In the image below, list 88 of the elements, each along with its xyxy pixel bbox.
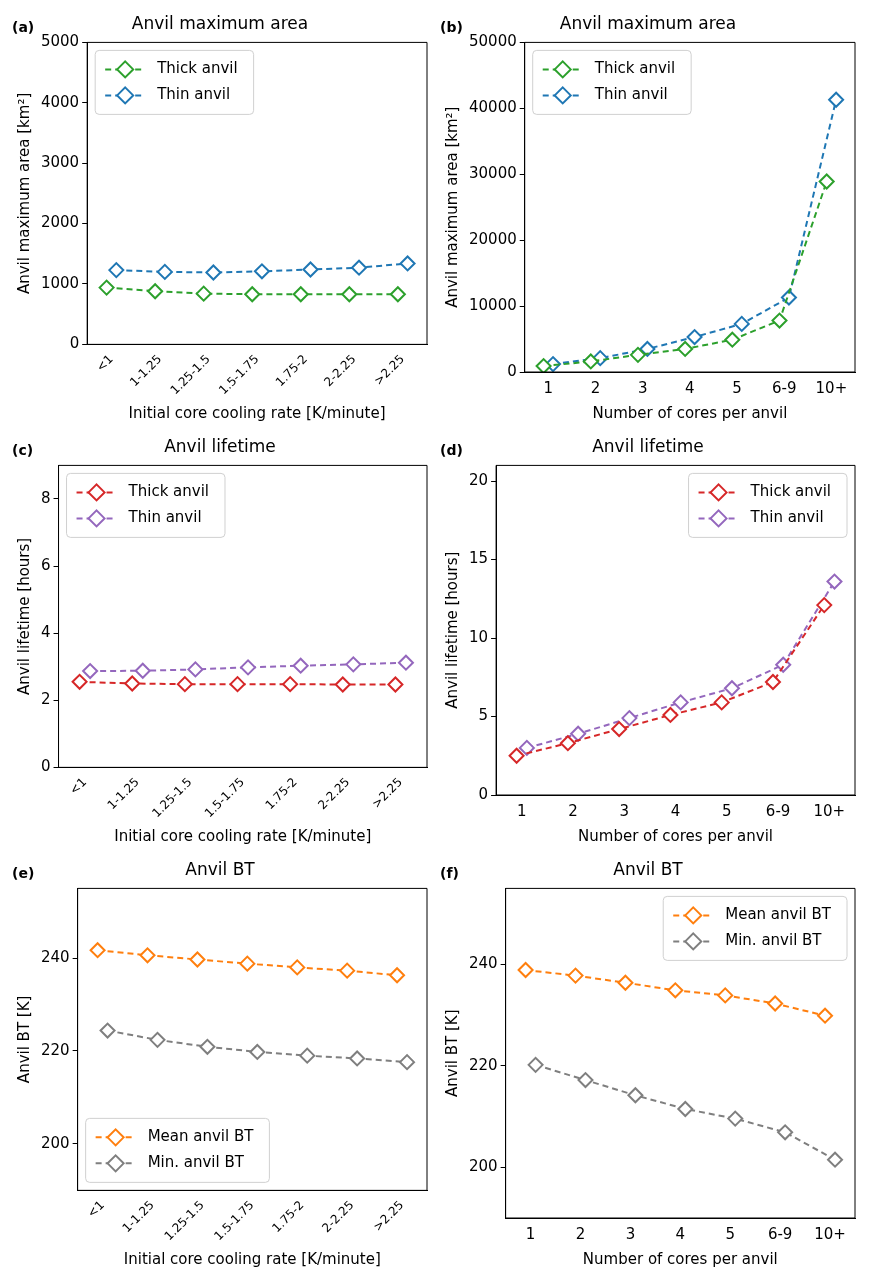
x-axis-title: Initial core cooling rate [K/minute] — [128, 403, 386, 422]
x-tick-label: 10+ — [813, 801, 846, 820]
x-tick-label: 5 — [732, 378, 742, 397]
y-tick-label: 0 — [478, 784, 489, 803]
y-tick-label: 20 — [468, 470, 489, 489]
y-axis-title: Anvil maximum area [km²] — [442, 106, 461, 308]
y-tick-label: 5 — [478, 706, 489, 725]
y-axis-title: Anvil lifetime [hours] — [14, 537, 33, 695]
y-tick-label: 0 — [507, 361, 517, 380]
x-tick-label: 5 — [725, 1224, 735, 1243]
legend-label: Thick anvil — [593, 59, 676, 78]
y-tick-label: 1000 — [40, 273, 80, 292]
x-tick-label: <1 — [66, 774, 90, 798]
text: (f) — [440, 864, 459, 881]
x-tick-label: 3 — [637, 378, 648, 397]
x-axis-title: Number of cores per anvil — [582, 1249, 778, 1268]
y-tick-label: 20000 — [469, 230, 517, 249]
y-axis-title: Anvil lifetime [hours] — [442, 551, 461, 709]
legend-label: Mean anvil BT — [725, 905, 832, 924]
x-tick-label: 1 — [525, 1224, 536, 1243]
legend-label: Mean anvil BT — [147, 1127, 255, 1146]
y-tick-label: 0 — [41, 757, 51, 776]
y-tick-label: 8 — [41, 488, 51, 507]
x-tick-label: 1 — [543, 378, 554, 397]
y-tick-label: 4000 — [40, 92, 80, 111]
x-tick-label: 2 — [568, 801, 578, 820]
y-tick-label: 240 — [468, 954, 498, 973]
x-axis-title: Initial core cooling rate [K/minute] — [114, 826, 372, 845]
x-tick-label: 6-9 — [767, 1224, 793, 1243]
legend-label: Thin anvil — [593, 85, 668, 104]
legend-label: Min. anvil BT — [725, 931, 823, 950]
y-tick-label: 3000 — [40, 153, 80, 172]
chart-title: Anvil BT — [613, 858, 684, 879]
y-tick-label: 2 — [41, 690, 51, 709]
y-tick-label: 15 — [468, 549, 489, 568]
y-tick-label: 4 — [41, 623, 51, 642]
x-tick-label: 2 — [575, 1224, 586, 1243]
legend-label: Thin anvil — [127, 508, 202, 527]
x-axis-title: Initial core cooling rate [K/minute] — [123, 1249, 381, 1268]
y-axis-title: Anvil maximum area [km²] — [14, 92, 33, 295]
y-axis-title: Anvil BT [K] — [442, 1009, 461, 1097]
legend-label: Min. anvil BT — [147, 1153, 245, 1172]
chart-title: Anvil maximum area — [131, 12, 309, 33]
chart-title: Anvil lifetime — [592, 435, 704, 456]
x-tick-label: 4 — [675, 1224, 686, 1243]
y-tick-label: 0 — [69, 334, 80, 353]
x-tick-label: 3 — [619, 801, 630, 820]
text: (a) — [12, 18, 35, 35]
legend-label: Thin anvil — [156, 85, 231, 104]
y-tick-label: 2000 — [40, 213, 80, 232]
y-tick-label: 40000 — [469, 98, 517, 117]
legend-label: Thick anvil — [156, 59, 238, 78]
x-tick-label: 3 — [625, 1224, 636, 1243]
x-tick-label: 6-9 — [771, 378, 797, 397]
y-tick-label: 220 — [40, 1040, 70, 1059]
x-tick-label: <1 — [84, 1197, 107, 1221]
y-tick-label: 200 — [468, 1157, 498, 1176]
text: (e) — [12, 864, 35, 881]
y-tick-label: 30000 — [469, 164, 517, 183]
y-tick-label: 240 — [40, 947, 70, 966]
legend-label: Thin anvil — [749, 508, 824, 527]
y-tick-label: 6 — [41, 555, 51, 574]
y-tick-label: 50000 — [469, 32, 517, 51]
text: (b) — [440, 18, 463, 35]
x-tick-label: 10+ — [815, 378, 848, 397]
x-axis-title: Number of cores per anvil — [578, 826, 773, 845]
x-tick-label: 4 — [670, 801, 681, 820]
x-tick-label: <1 — [93, 351, 116, 375]
x-tick-label: 5 — [722, 801, 732, 820]
text: (c) — [12, 441, 34, 458]
legend-label: Thick anvil — [127, 482, 209, 501]
chart-title: Anvil maximum area — [559, 12, 737, 33]
y-tick-label: 10 — [468, 627, 489, 646]
y-tick-label: 5000 — [40, 32, 80, 51]
x-tick-label: 6-9 — [765, 801, 791, 820]
x-tick-label: 4 — [685, 378, 695, 397]
x-tick-label: 2 — [590, 378, 601, 397]
text: (d) — [440, 441, 463, 458]
chart-title: Anvil lifetime — [164, 435, 276, 456]
y-tick-label: 220 — [468, 1055, 498, 1074]
x-tick-label: 10+ — [814, 1224, 846, 1243]
y-tick-label: 200 — [40, 1133, 70, 1152]
chart-title: Anvil BT — [185, 858, 256, 879]
x-axis-title: Number of cores per anvil — [592, 403, 788, 422]
x-tick-label: 1 — [516, 801, 527, 820]
y-tick-label: 10000 — [469, 295, 517, 314]
y-axis-title: Anvil BT [K] — [14, 995, 33, 1084]
legend-label: Thick anvil — [749, 482, 831, 501]
